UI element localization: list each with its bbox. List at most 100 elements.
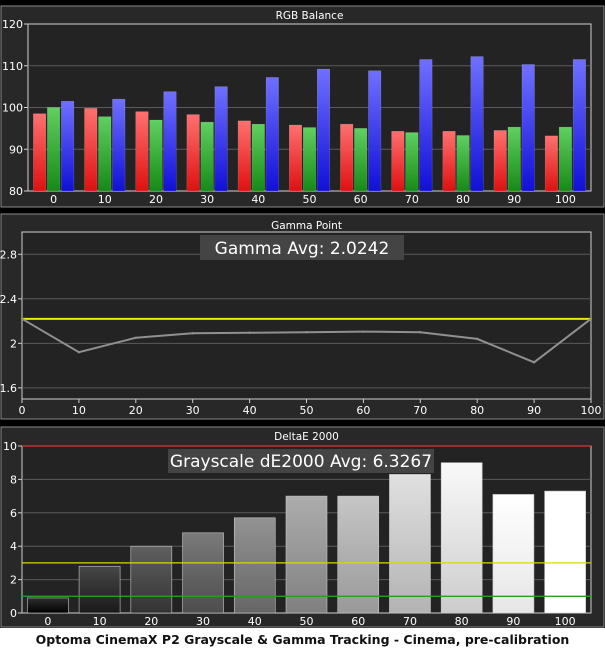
y-tick-label: 8 [10, 473, 17, 486]
blue-bar [419, 59, 433, 192]
blue-bar [112, 98, 126, 192]
gamma-point [305, 331, 308, 334]
y-tick-label: 0 [10, 607, 17, 620]
green-bar [98, 116, 112, 192]
x-tick-label: 50 [303, 193, 317, 206]
x-tick-label: 100 [555, 193, 576, 206]
y-tick-label: 100 [2, 102, 23, 115]
x-tick-label: 80 [455, 615, 469, 628]
deltae-bar [130, 545, 173, 614]
red-bar [340, 123, 354, 192]
gamma-point [134, 336, 137, 339]
chart-title: Gamma Point [271, 220, 342, 232]
blue-bar [214, 86, 228, 192]
y-tick-label: 4 [10, 540, 17, 553]
x-tick-label: 10 [93, 615, 107, 628]
deltae-bar [285, 495, 328, 614]
annotation-box [200, 235, 404, 260]
x-tick-label: 20 [129, 404, 143, 417]
x-tick-label: 60 [351, 615, 365, 628]
red-bar [493, 130, 507, 192]
blue-bar [521, 64, 535, 192]
y-tick-label: 120 [2, 18, 23, 31]
x-tick-label: 30 [196, 615, 210, 628]
green-bar [251, 123, 265, 192]
gamma-point [20, 317, 24, 321]
y-tick-label: 2 [10, 337, 17, 350]
x-tick-label: 30 [186, 404, 200, 417]
x-tick-label: 90 [527, 404, 541, 417]
x-tick-label: 50 [300, 615, 314, 628]
green-bar [303, 127, 316, 192]
gamma-point-panel: Gamma Point 1.6 2 2.4 2.8 0 10 20 30 40 50 60 70 80 90… [0, 213, 605, 420]
x-tick-label: 10 [98, 193, 112, 206]
blue-bar [572, 59, 586, 192]
gamma-point [589, 317, 593, 321]
red-bar [289, 124, 302, 192]
x-tick-label: 40 [248, 615, 262, 628]
x-tick-label: 20 [144, 615, 158, 628]
x-tick-label: 80 [470, 404, 484, 417]
chart-title: DeltaE 2000 [274, 431, 339, 443]
gamma-point [191, 332, 194, 335]
x-tick-label: 100 [555, 615, 576, 628]
y-tick-label: 2.8 [0, 248, 17, 261]
x-tick-label: 30 [200, 193, 214, 206]
annotation-text: Grayscale dE2000 Avg: 6.3267 [170, 452, 432, 472]
annotation-box [168, 449, 434, 473]
red-bar [237, 120, 251, 192]
x-tick-label: 0 [44, 615, 51, 628]
red-bar [186, 114, 200, 192]
green-bar [354, 128, 368, 192]
x-tick-label: 70 [403, 615, 417, 628]
blue-bar [61, 100, 75, 192]
gamma-point [77, 351, 81, 354]
y-tick-label: 90 [9, 143, 23, 156]
x-tick-label: 90 [506, 615, 520, 628]
red-bar [544, 135, 558, 192]
gamma-point [419, 331, 422, 334]
gamma-point [248, 331, 251, 334]
deltae-bar [233, 517, 276, 614]
y-tick-label: 2 [10, 574, 17, 587]
x-tick-label: 70 [413, 404, 427, 417]
green-bar [405, 132, 419, 192]
x-tick-label: 70 [405, 193, 419, 206]
red-bar [135, 111, 149, 192]
blue-bar [265, 77, 279, 192]
rgb-balance-panel: RGB Balance 80 90 100 110 120 0 10 20 30 40 50 60 70 8… [0, 5, 605, 208]
y-tick-label: 6 [10, 507, 17, 520]
green-bar [149, 119, 163, 192]
green-bar [456, 135, 470, 192]
blue-bar [163, 91, 177, 192]
chart-title: RGB Balance [276, 10, 344, 22]
deltae-bar [337, 495, 380, 614]
x-tick-label: 40 [243, 404, 257, 417]
y-tick-label: 10 [3, 440, 17, 453]
x-tick-label: 60 [356, 404, 370, 417]
deltae-bar [389, 474, 431, 614]
gamma-point [532, 361, 536, 364]
deltae-bar [492, 494, 535, 614]
x-tick-label: 90 [507, 193, 521, 206]
blue-bar [317, 68, 330, 192]
x-tick-label: 0 [50, 193, 57, 206]
red-bar [442, 131, 456, 192]
annotation-text: Gamma Avg: 2.0242 [215, 239, 390, 259]
x-tick-label: 60 [354, 193, 368, 206]
green-bar [507, 126, 521, 192]
gamma-point [476, 337, 479, 341]
x-tick-label: 40 [251, 193, 265, 206]
y-tick-label: 1.6 [0, 382, 17, 395]
blue-bar [470, 56, 484, 192]
figure-caption: Optoma CinemaX P2 Grayscale & Gamma Trac… [35, 632, 570, 647]
y-tick-label: 110 [2, 60, 23, 73]
x-tick-label: 100 [581, 404, 602, 417]
red-bar [33, 113, 47, 192]
green-bar [558, 126, 572, 192]
blue-bar [368, 70, 382, 192]
deltae-bar [440, 462, 483, 614]
red-bar [84, 108, 98, 192]
